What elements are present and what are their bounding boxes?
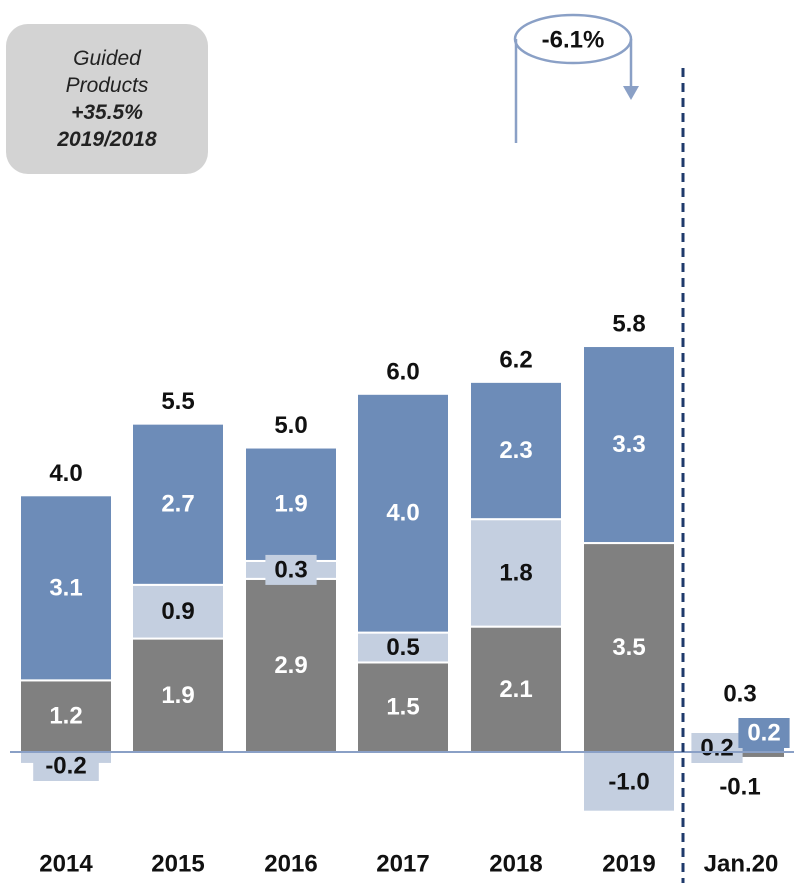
- tick-label-2015: 2015: [151, 851, 204, 878]
- bar-blue-2015: [131, 422, 225, 586]
- label-blue-2017: 4.0: [386, 500, 419, 527]
- label-light-2016-bg: [265, 554, 317, 585]
- label-blue-2019: 3.3: [612, 431, 645, 458]
- callout-label: -6.1%: [542, 27, 605, 54]
- note-line-2: Products: [65, 74, 149, 97]
- tick-label-2019: 2019: [602, 851, 655, 878]
- label-total-Jan.20: 0.3: [723, 681, 756, 708]
- callout-arrow-icon: [623, 86, 639, 100]
- bar-dark-2016: [244, 577, 338, 753]
- note-box: Guided Products +35.5% 2019/2018: [6, 24, 208, 174]
- label-light-2018: 1.8: [499, 559, 532, 586]
- tick-label-Jan.20: Jan.20: [704, 851, 779, 878]
- label-total-2015: 5.5: [161, 388, 194, 415]
- tick-label-2014: 2014: [39, 851, 93, 878]
- bar-blue-2019: [582, 345, 676, 545]
- bar-light-2015: [131, 583, 225, 640]
- label-total-2017: 6.0: [386, 358, 419, 385]
- label-total-2014: 4.0: [49, 460, 82, 487]
- label-light-2017: 0.5: [386, 634, 419, 661]
- callout-connector: [514, 39, 633, 143]
- tick-label-2016: 2016: [264, 851, 317, 878]
- callout: -6.1%: [513, 13, 639, 143]
- label-light-2019: -1.0: [608, 768, 649, 795]
- label-dark-2014: 1.2: [49, 703, 82, 730]
- bar-blue-2017: [356, 392, 450, 634]
- bar-light-2018: [469, 518, 563, 628]
- label-blue-Jan.20-bg: [738, 718, 790, 748]
- label-dark-2015: 1.9: [161, 682, 194, 709]
- label-light-2015: 0.9: [161, 598, 194, 625]
- label-light-2016: 0.3: [274, 556, 307, 583]
- bar-blue-2014: [19, 494, 113, 682]
- label-light-2014-bg: [33, 751, 99, 781]
- label-dark-2018: 2.1: [499, 676, 532, 703]
- note-line-4: 2019/2018: [57, 128, 157, 151]
- bar-dark-2018: [469, 625, 563, 754]
- label-light-Jan.20: 0.2: [700, 735, 733, 762]
- label-dark-2019: 3.5: [612, 634, 645, 661]
- label-dark-2016: 2.9: [274, 652, 307, 679]
- label-blue-Jan.20: 0.2: [747, 720, 780, 747]
- labels-layer: 1.2 -0.2 3.1 4.0 2014 1.9 0.9 2.7 5.5 2015 2.9 0.3 1…: [33, 311, 790, 878]
- label-total-2016: 5.0: [274, 412, 307, 439]
- label-total-2019: 5.8: [612, 311, 645, 338]
- bar-blue-2018: [469, 380, 563, 521]
- bar-dark-2015: [131, 637, 225, 754]
- label-dark-2017: 1.5: [386, 694, 419, 721]
- label-blue-2014: 3.1: [49, 574, 82, 601]
- label-blue-2018: 2.3: [499, 437, 532, 464]
- tick-label-2017: 2017: [376, 851, 429, 878]
- bar-dark-2017: [356, 661, 450, 754]
- tick-label-2018: 2018: [489, 851, 542, 878]
- note-line-3: +35.5%: [71, 101, 143, 124]
- bar-light-2017: [356, 631, 450, 664]
- label-blue-2015: 2.7: [161, 491, 194, 518]
- bar-light-2019: [582, 751, 676, 813]
- label-blue-2016: 1.9: [274, 491, 307, 518]
- note-line-1: Guided: [73, 47, 141, 70]
- label-total-2018: 6.2: [499, 346, 532, 373]
- label-light-2014: -0.2: [45, 753, 86, 780]
- label-light-Jan.20-bg: [691, 733, 743, 763]
- label-dark-Jan.20: -0.1: [719, 774, 760, 801]
- bars-layer: [19, 345, 786, 813]
